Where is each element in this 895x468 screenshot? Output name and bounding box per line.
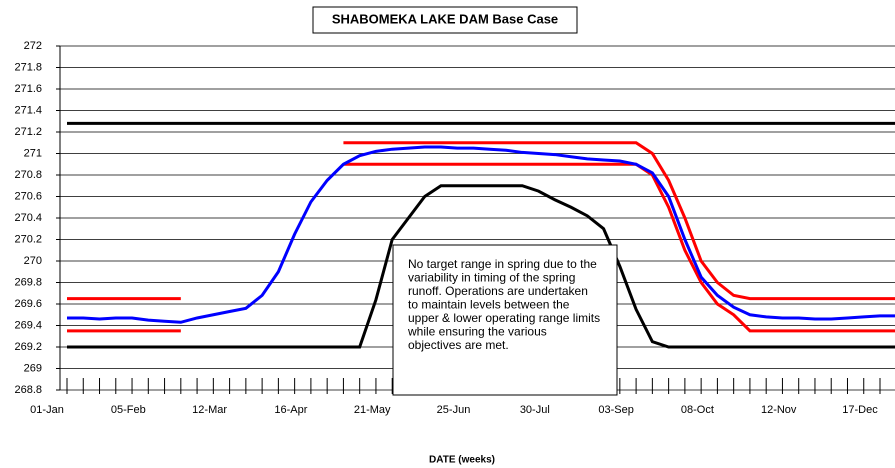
x-tick-label: 17-Dec: [842, 404, 878, 416]
y-tick-label: 271: [24, 147, 42, 159]
x-tick-label: 21-May: [354, 404, 391, 416]
annotation-text: upper & lower operating range limits: [408, 311, 600, 325]
y-tick-label: 270: [24, 255, 42, 267]
annotation-text: while ensuring the various: [407, 325, 547, 339]
x-tick-label: 05-Feb: [111, 404, 146, 416]
x-tick-label: 30-Jul: [520, 404, 550, 416]
x-tick-label: 12-Mar: [192, 404, 227, 416]
annotation-text: runoff. Operations are undertaken: [408, 284, 588, 298]
y-tick-label: 268.8: [14, 384, 42, 396]
chart-title: SHABOMEKA LAKE DAM Base Case: [332, 11, 558, 26]
y-tick-label: 270.8: [14, 169, 42, 181]
y-tick-label: 269.8: [14, 276, 42, 288]
title-box: [312, 6, 578, 34]
series-line: [67, 145, 895, 324]
annotation-text: objectives are met.: [408, 338, 509, 352]
y-tick-label: 271.2: [14, 126, 42, 138]
annotation-text: variability in timing of the spring: [408, 271, 575, 285]
x-tick-label: 01-Jan: [30, 404, 64, 416]
series-line: [67, 162, 895, 333]
x-tick-label: 16-Apr: [274, 404, 307, 416]
y-tick-label: 269: [24, 362, 42, 374]
annotation-text: to maintain levels between the: [408, 298, 570, 312]
annotation-box: [392, 244, 618, 396]
x-tick-label: 25-Jun: [437, 404, 471, 416]
x-tick-label: 12-Nov: [761, 404, 797, 416]
x-tick-label: 08-Oct: [681, 404, 714, 416]
y-tick-label: 270.2: [14, 233, 42, 245]
y-tick-label: 270.4: [14, 212, 42, 224]
series-line: [67, 141, 895, 301]
annotation-text: No target range in spring due to the: [408, 257, 597, 271]
y-tick-label: 269.2: [14, 341, 42, 353]
y-tick-label: 271.6: [14, 83, 42, 95]
y-tick-label: 271.8: [14, 61, 42, 73]
y-tick-label: 269.6: [14, 298, 42, 310]
x-tick-label: 03-Sep: [598, 404, 633, 416]
y-tick-label: 272: [24, 40, 42, 52]
series-line: [67, 184, 895, 349]
y-tick-label: 270.6: [14, 190, 42, 202]
y-tick-label: 271.4: [14, 104, 42, 116]
x-axis-label: DATE (weeks): [429, 455, 495, 466]
y-tick-label: 269.4: [14, 319, 42, 331]
